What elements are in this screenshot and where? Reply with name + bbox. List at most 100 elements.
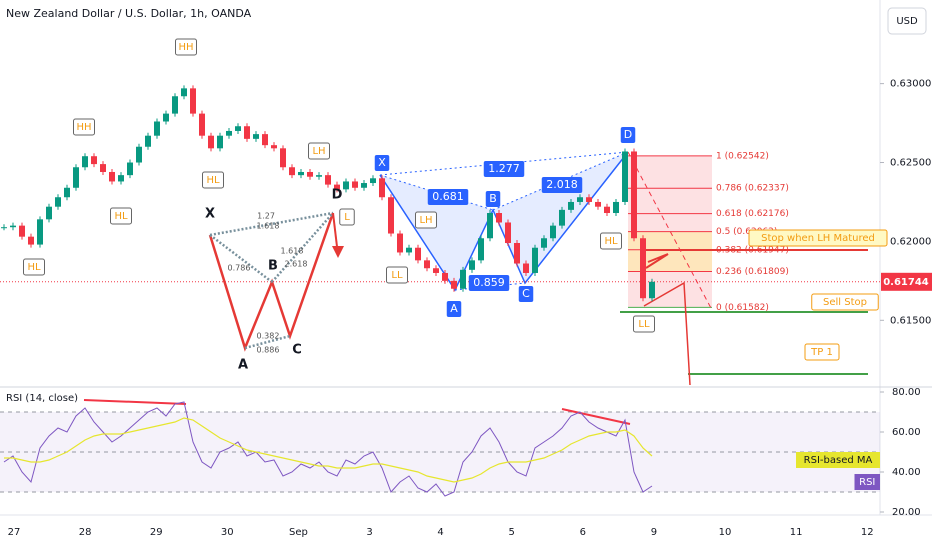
price-tick-label: 0.61500: [890, 315, 931, 326]
fib-label: 0.618 (0.62176): [716, 209, 789, 219]
pattern-label-box: [446, 301, 462, 317]
pattern-label: 0.681: [432, 190, 464, 203]
candle: [586, 197, 592, 202]
swing-label: HL: [27, 262, 41, 273]
candle: [595, 201, 601, 207]
candle: [226, 130, 232, 136]
candle: [19, 225, 25, 237]
candle: [208, 135, 214, 149]
swing-label: HH: [178, 42, 193, 53]
swing-label: HL: [206, 175, 220, 186]
swing-label-box: [386, 266, 408, 284]
sketch-label: X: [205, 207, 215, 222]
pattern-label-box: [468, 275, 510, 291]
fib-label: 1 (0.62542): [716, 151, 769, 161]
candle: [253, 134, 259, 139]
candle: [433, 268, 439, 273]
candle: [415, 247, 421, 261]
time-label: 28: [79, 527, 92, 538]
swing-label-box: [23, 258, 45, 276]
pattern-label: 2.018: [546, 178, 578, 191]
price-tick-label: 0.62000: [890, 236, 931, 247]
candle: [235, 126, 241, 131]
legend-badge: [854, 474, 880, 490]
swing-label-box: [202, 171, 224, 189]
last-price: 0.61744: [883, 277, 929, 288]
candle: [334, 184, 340, 190]
sketch-label: A: [238, 358, 248, 373]
candle: [172, 96, 178, 114]
time-label: 4: [437, 527, 443, 538]
pattern-ratio-line: [379, 151, 629, 176]
time-label: 11: [790, 527, 803, 538]
trade-label: Sell Stop: [823, 297, 867, 308]
pattern-label-box: [541, 177, 583, 193]
candle: [523, 263, 529, 273]
candle: [631, 151, 637, 239]
currency-button[interactable]: [887, 7, 927, 35]
fib-label: 0.382 (0.61947): [716, 245, 789, 255]
divergence: [561, 408, 631, 425]
pattern-label: X: [378, 156, 386, 169]
fib-label: 0.5 (0.62062): [716, 227, 777, 237]
swing-label-box: [600, 232, 622, 250]
candle: [118, 175, 124, 182]
trade-label: TP 1: [810, 347, 833, 358]
candle: [271, 145, 277, 149]
swing-label-box: [415, 211, 437, 229]
candle: [307, 171, 313, 177]
trade-label: Stop when LH Matured: [761, 233, 875, 244]
candle: [505, 222, 511, 243]
swing-label: LH: [419, 215, 432, 226]
candle: [487, 213, 493, 239]
candle: [1, 227, 7, 229]
price-tick-label: 0.63000: [890, 79, 931, 90]
pattern-label-box: [485, 191, 501, 207]
sketch-ratio: 1.27: [257, 212, 275, 221]
pattern-label: 1.277: [488, 162, 520, 175]
candle: [514, 242, 520, 264]
candle: [352, 181, 358, 188]
projection-dash: [627, 151, 713, 311]
pattern-label-box: [483, 161, 525, 177]
projection: [643, 281, 691, 386]
swing-label: LL: [638, 319, 650, 330]
sketch-ratio: 0.886: [257, 346, 280, 355]
swing-label: HL: [604, 236, 618, 247]
swing-label: L: [344, 212, 350, 223]
candle: [37, 219, 43, 245]
candle: [397, 233, 403, 253]
trade-label-box: [804, 343, 840, 361]
swing-label-box: [633, 315, 655, 333]
candle: [262, 134, 268, 146]
candle: [613, 201, 619, 214]
candle: [136, 146, 142, 163]
time-label: 12: [861, 527, 874, 538]
currency[interactable]: USD: [896, 16, 918, 27]
swing-label-box: [308, 142, 330, 160]
projection: [645, 253, 669, 269]
time-label: 6: [580, 527, 586, 538]
fib-label: 0 (0.61582): [716, 303, 769, 313]
candle: [496, 213, 502, 223]
candle: [343, 181, 349, 190]
trade-label-box: [748, 229, 888, 247]
legend-badge: [796, 452, 880, 468]
sketch-ratio: 1.618: [281, 247, 304, 256]
sketch-ratio: 2.618: [285, 260, 308, 269]
legend-entry: RSI-based MA: [804, 455, 873, 466]
candle: [181, 88, 187, 97]
pattern-label: A: [450, 302, 458, 315]
sketch-ratio-line: [209, 234, 273, 283]
candle: [298, 171, 304, 176]
candle: [460, 269, 466, 289]
candle: [568, 201, 574, 210]
swing-label-box: [339, 208, 355, 226]
candle: [478, 238, 484, 261]
candle: [541, 238, 547, 248]
sketch-ratio-line: [271, 212, 334, 283]
candle: [550, 225, 556, 239]
time-label: 30: [221, 527, 234, 538]
candle: [424, 260, 430, 269]
swing-label: HH: [76, 122, 91, 133]
